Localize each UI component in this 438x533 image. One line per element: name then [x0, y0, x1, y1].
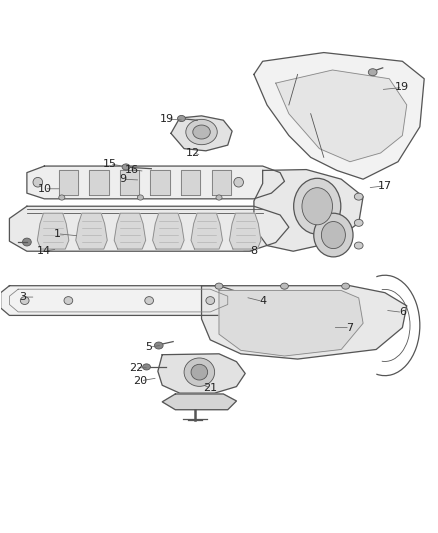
Polygon shape [191, 213, 223, 249]
Ellipse shape [20, 297, 29, 304]
Text: 15: 15 [103, 159, 117, 169]
Text: 10: 10 [37, 184, 51, 194]
Ellipse shape [193, 125, 210, 139]
Ellipse shape [33, 177, 42, 187]
Ellipse shape [122, 164, 130, 170]
Ellipse shape [64, 297, 73, 304]
Ellipse shape [314, 213, 353, 257]
Ellipse shape [177, 116, 185, 122]
Polygon shape [10, 206, 289, 251]
Ellipse shape [216, 195, 222, 200]
Ellipse shape [354, 193, 363, 200]
Polygon shape [59, 169, 78, 195]
Text: 12: 12 [186, 148, 200, 158]
Polygon shape [1, 286, 241, 316]
Ellipse shape [215, 283, 223, 289]
Text: 3: 3 [19, 292, 26, 302]
Text: 9: 9 [120, 174, 127, 184]
Polygon shape [76, 213, 107, 249]
Polygon shape [254, 53, 424, 179]
Polygon shape [120, 169, 139, 195]
Text: 21: 21 [203, 383, 217, 393]
Polygon shape [181, 169, 200, 195]
Text: 5: 5 [146, 342, 152, 352]
Text: 17: 17 [378, 181, 392, 191]
Polygon shape [219, 290, 363, 356]
Text: 4: 4 [259, 296, 266, 306]
Polygon shape [37, 213, 69, 249]
Ellipse shape [186, 119, 217, 144]
Ellipse shape [59, 195, 65, 200]
Ellipse shape [302, 188, 332, 225]
Polygon shape [152, 213, 184, 249]
Polygon shape [114, 213, 146, 249]
Text: 1: 1 [54, 229, 61, 239]
Ellipse shape [145, 297, 153, 304]
Text: 16: 16 [125, 165, 139, 175]
Polygon shape [230, 213, 261, 249]
Ellipse shape [321, 222, 346, 248]
Text: 19: 19 [159, 114, 174, 124]
Text: 6: 6 [399, 308, 406, 317]
Polygon shape [158, 354, 245, 393]
Text: 7: 7 [346, 322, 353, 333]
Ellipse shape [354, 220, 363, 227]
Ellipse shape [154, 342, 163, 349]
Polygon shape [27, 166, 285, 199]
Ellipse shape [143, 364, 150, 370]
Text: 8: 8 [251, 246, 258, 256]
Text: 14: 14 [37, 246, 51, 256]
Polygon shape [254, 169, 363, 251]
Text: 20: 20 [133, 376, 148, 386]
Ellipse shape [234, 177, 244, 187]
Polygon shape [150, 169, 170, 195]
Ellipse shape [206, 297, 215, 304]
Polygon shape [201, 286, 407, 359]
Polygon shape [171, 116, 232, 151]
Ellipse shape [281, 283, 288, 289]
Ellipse shape [342, 283, 350, 289]
Ellipse shape [191, 364, 208, 380]
Polygon shape [276, 70, 407, 161]
Ellipse shape [138, 195, 144, 200]
Ellipse shape [22, 238, 31, 246]
Polygon shape [162, 394, 237, 410]
Text: 22: 22 [129, 363, 143, 373]
Ellipse shape [354, 242, 363, 249]
Ellipse shape [184, 358, 215, 386]
Polygon shape [89, 169, 109, 195]
Polygon shape [212, 169, 231, 195]
Ellipse shape [368, 69, 377, 76]
Ellipse shape [293, 179, 341, 234]
Text: 19: 19 [396, 83, 410, 93]
